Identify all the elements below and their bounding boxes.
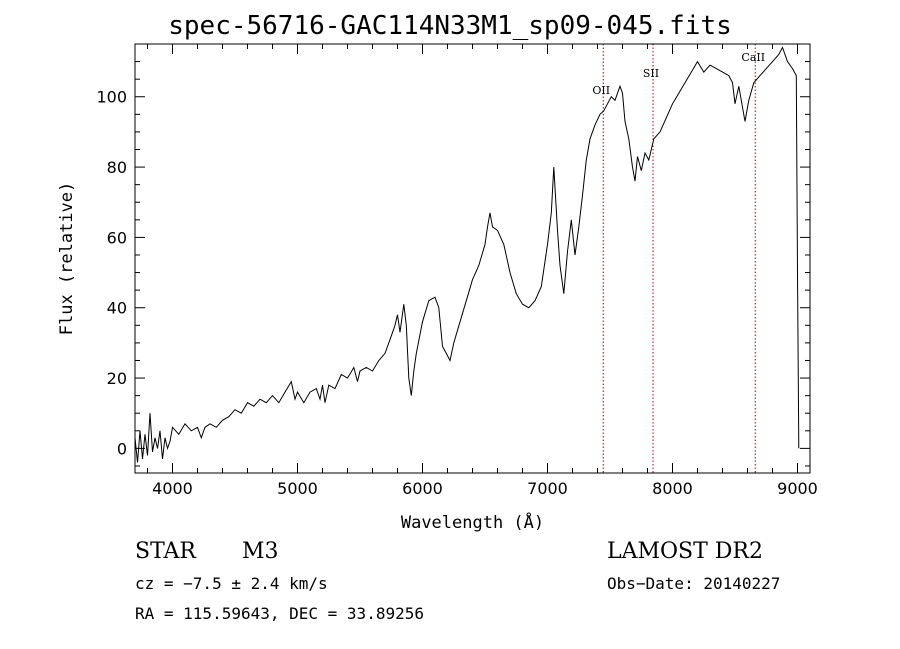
x-tick-label: 7000 bbox=[527, 479, 568, 498]
spectral-line-label: CaII bbox=[741, 51, 765, 64]
spectrum-line bbox=[134, 46, 800, 463]
y-tick-label: 60 bbox=[107, 228, 127, 247]
y-tick-label: 20 bbox=[107, 369, 127, 388]
redshift-readout: cz = −7.5 ± 2.4 km/s bbox=[135, 574, 328, 593]
chart-title: spec-56716-GAC114N33M1_sp09-045.fits bbox=[168, 11, 732, 41]
y-tick-label: 80 bbox=[107, 158, 127, 177]
y-axis-label: Flux (relative) bbox=[57, 182, 77, 336]
x-tick-label: 9000 bbox=[777, 479, 818, 498]
y-tick-label: 40 bbox=[107, 299, 127, 318]
y-tick-label: 100 bbox=[96, 88, 127, 107]
object-class: STAR bbox=[135, 539, 196, 564]
x-tick-label: 5000 bbox=[277, 479, 318, 498]
object-subclass: M3 bbox=[242, 539, 279, 564]
x-tick-label: 8000 bbox=[652, 479, 693, 498]
plot-frame bbox=[134, 43, 811, 474]
coordinates-readout: RA = 115.59643, DEC = 33.89256 bbox=[135, 604, 424, 623]
spectral-line-label: SII bbox=[643, 67, 659, 80]
spectral-line-label: OII bbox=[592, 84, 610, 97]
survey-name: LAMOST DR2 bbox=[607, 539, 763, 564]
x-tick-label: 4000 bbox=[152, 479, 193, 498]
x-tick-label: 6000 bbox=[402, 479, 443, 498]
x-axis-label: Wavelength (Å) bbox=[401, 511, 544, 533]
obs-date-readout: Obs−Date: 20140227 bbox=[607, 574, 781, 593]
y-tick-label: 0 bbox=[117, 439, 127, 458]
